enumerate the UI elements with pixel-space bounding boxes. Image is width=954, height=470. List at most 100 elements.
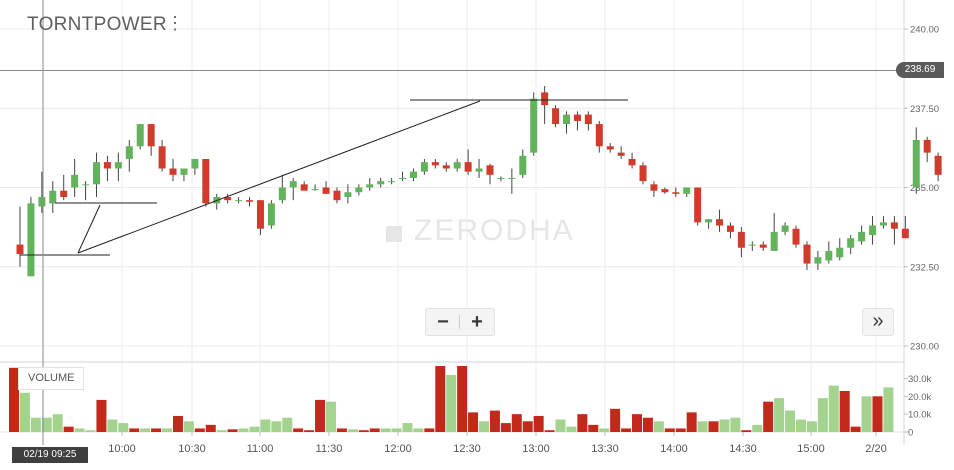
vertical-dots-icon[interactable]: ⋮ <box>166 13 184 33</box>
volume-bar <box>282 417 293 432</box>
volume-bar <box>162 428 173 432</box>
zoom-divider <box>459 315 460 329</box>
volume-bar <box>118 423 129 432</box>
candle-body <box>267 203 275 226</box>
volume-bar <box>566 426 577 432</box>
zoom-in-button[interactable]: + <box>471 311 483 333</box>
candle-body <box>366 184 374 188</box>
candle <box>169 158 177 182</box>
candle <box>388 177 396 185</box>
candle-body <box>399 177 407 179</box>
volume-bar <box>19 392 30 432</box>
candle <box>530 92 538 156</box>
volume-bar <box>85 430 96 432</box>
volume-bar <box>172 415 183 432</box>
candle-body <box>224 197 232 201</box>
candle <box>759 241 767 251</box>
volume-bar <box>435 366 446 432</box>
volume-bar <box>806 421 817 432</box>
candle <box>803 241 811 270</box>
candle-body <box>573 114 581 121</box>
time-tick-label: 14:30 <box>729 443 757 455</box>
zoom-out-button[interactable]: − <box>437 311 449 333</box>
candle-body <box>858 231 866 242</box>
candle-body <box>136 124 144 147</box>
candle-body <box>890 222 898 229</box>
candle-body <box>584 114 592 125</box>
candle-body <box>595 124 603 147</box>
candle <box>672 187 680 198</box>
candle-body <box>628 158 636 166</box>
candle <box>847 235 855 255</box>
candle-body <box>82 184 90 186</box>
candle-body <box>901 228 909 239</box>
candle <box>366 177 374 191</box>
watermark: ZERODHA <box>414 214 575 247</box>
candle <box>191 158 199 175</box>
volume-bar <box>752 424 763 432</box>
candle <box>27 197 35 277</box>
candle <box>147 124 155 156</box>
candle-body <box>442 165 450 169</box>
crosshair-date-label: 02/19 09:25 <box>12 447 88 463</box>
volume-bar <box>391 428 402 432</box>
candle <box>300 181 308 191</box>
scroll-to-latest-button[interactable]: » <box>862 308 894 336</box>
candle-body <box>71 174 79 188</box>
time-tick-label: 10:00 <box>108 443 136 455</box>
candle <box>475 158 483 178</box>
volume-bar <box>763 401 774 432</box>
candle <box>890 216 898 245</box>
volume-bar <box>883 387 894 432</box>
candle-body <box>803 244 811 264</box>
candle-body <box>639 165 647 182</box>
candle <box>355 184 363 196</box>
price-tick-label: 232.50 <box>910 262 939 273</box>
candle-body <box>377 181 385 185</box>
volume-bar <box>96 399 107 432</box>
candle <box>114 152 122 182</box>
candle-body <box>825 250 833 261</box>
candle <box>136 124 144 150</box>
candle <box>125 139 133 172</box>
candle-body <box>694 187 702 223</box>
volume-bar <box>741 430 752 432</box>
candle-body <box>617 152 625 156</box>
candle <box>694 187 702 226</box>
candle <box>639 162 647 185</box>
candle <box>508 168 516 194</box>
candle-body <box>27 203 35 277</box>
candle <box>497 176 505 182</box>
volume-bar <box>642 417 653 432</box>
volume-bar <box>347 429 358 432</box>
candle-body <box>705 219 713 223</box>
candle-body <box>606 146 614 150</box>
candle-body <box>475 168 483 172</box>
candle-body <box>453 162 461 169</box>
candle-body <box>202 158 210 204</box>
volume-bar <box>795 419 806 432</box>
candle <box>923 136 931 163</box>
volume-bar <box>828 385 839 432</box>
candle <box>584 111 592 131</box>
volume-bar <box>424 428 435 432</box>
candle-body <box>497 177 505 179</box>
candle <box>661 187 669 194</box>
candle <box>442 162 450 172</box>
candle <box>38 171 46 213</box>
time-axis: 10:00 10:30 11:00 11:30 12:00 12:30 13:00 13:30… <box>108 432 887 455</box>
candle-body <box>879 222 887 226</box>
candle-body <box>726 225 734 232</box>
volume-bar <box>74 428 85 432</box>
candle <box>726 222 734 239</box>
candle <box>869 216 877 245</box>
price-tick-label: 235.00 <box>910 183 939 194</box>
volume-bar <box>861 396 872 432</box>
candle <box>748 241 756 251</box>
candle-body <box>93 162 101 185</box>
candle-body <box>431 162 439 166</box>
volume-bar <box>599 428 610 432</box>
volume-bar <box>413 428 424 432</box>
volume-bar <box>610 408 621 432</box>
